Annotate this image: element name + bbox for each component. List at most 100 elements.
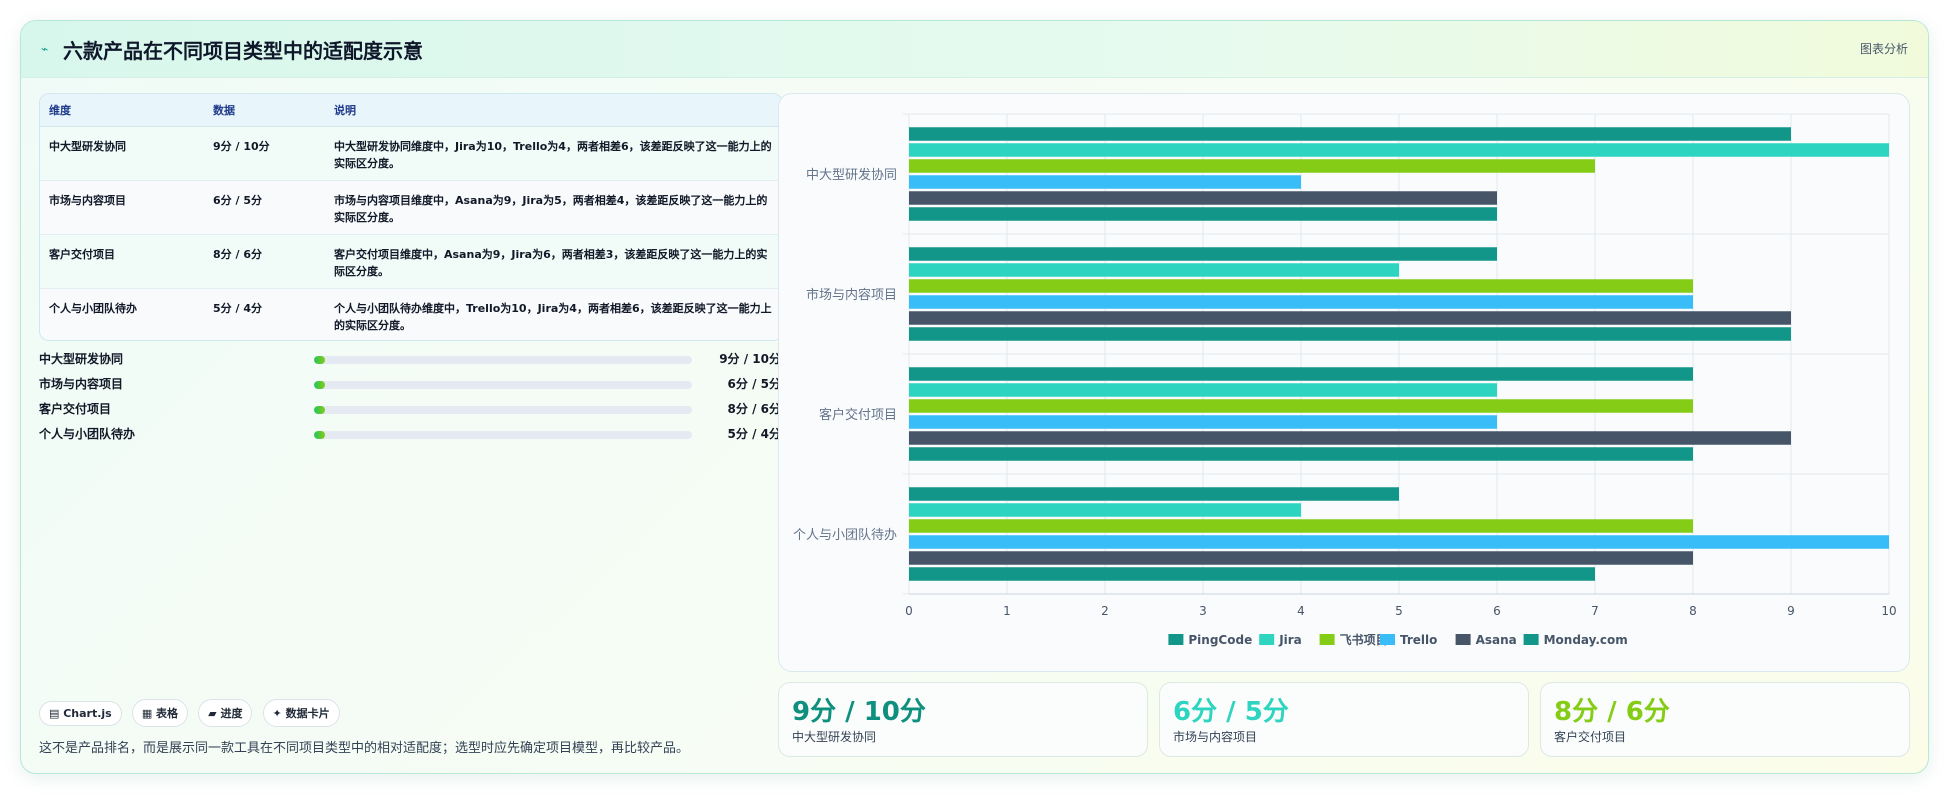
- kpi-label: 中大型研发协同: [792, 730, 877, 744]
- bar: [909, 383, 1497, 397]
- legend-swatch: [1455, 634, 1471, 645]
- bar: [909, 567, 1595, 581]
- table-row: 客户交付项目 8分 / 6分 客户交付项目维度中，Asana为9，Jira为6，…: [40, 234, 782, 289]
- kpi-card: 9分 / 10分 中大型研发协同: [778, 682, 1148, 757]
- cell-dimension: 市场与内容项目: [40, 180, 204, 235]
- progress-row: 市场与内容项目 6分 / 5分: [39, 376, 781, 401]
- legend-label: Trello: [1400, 633, 1437, 647]
- x-tick-label: 1: [1003, 604, 1011, 618]
- bar: [909, 127, 1791, 141]
- cell-dimension: 中大型研发协同: [40, 126, 204, 181]
- legend-label: Asana: [1476, 633, 1517, 647]
- x-tick-label: 4: [1297, 604, 1305, 618]
- chip-progress[interactable]: ▰ 进度: [198, 699, 253, 727]
- legend-label: 飞书项目: [1340, 632, 1388, 647]
- kpi-value: 8分 / 6分: [1554, 697, 1670, 727]
- x-tick-label: 5: [1395, 604, 1403, 618]
- legend-swatch: [1319, 634, 1335, 645]
- table-header-row: 维度 数据 说明: [40, 94, 782, 127]
- bar: [909, 295, 1693, 309]
- y-tick-label: 中大型研发协同: [806, 167, 897, 183]
- progress-label: 中大型研发协同: [39, 352, 124, 366]
- bar: [909, 503, 1301, 517]
- bar: [909, 551, 1693, 565]
- progress-fill: [314, 406, 326, 414]
- bar: [909, 415, 1497, 429]
- y-tick-label: 市场与内容项目: [806, 287, 897, 303]
- cell-data: 9分 / 10分: [204, 126, 325, 181]
- progress-row: 客户交付项目 8分 / 6分: [39, 401, 781, 426]
- bar: [909, 431, 1791, 445]
- progress-label: 个人与小团队待办: [39, 427, 136, 441]
- x-tick-label: 7: [1591, 604, 1599, 618]
- cell-dimension: 个人与小团队待办: [40, 288, 204, 340]
- bar: [909, 263, 1399, 277]
- bar: [909, 399, 1693, 413]
- table-row: 中大型研发协同 9分 / 10分 中大型研发协同维度中，Jira为10，Trel…: [40, 126, 782, 181]
- progress-track: [314, 406, 692, 414]
- progress-row: 个人与小团队待办 5分 / 4分: [39, 426, 781, 451]
- x-tick-label: 0: [905, 604, 913, 618]
- progress-track: [314, 356, 692, 364]
- cell-dimension: 客户交付项目: [40, 234, 204, 289]
- bar: [909, 175, 1301, 189]
- x-tick-label: 9: [1787, 604, 1795, 618]
- progress-label: 市场与内容项目: [39, 377, 124, 391]
- cell-description: 中大型研发协同维度中，Jira为10，Trello为4，两者相差6，该差距反映了…: [325, 126, 782, 181]
- kpi-label: 客户交付项目: [1554, 730, 1627, 744]
- progress-fill: [314, 431, 326, 439]
- panel-title: 六款产品在不同项目类型中的适配度示意: [63, 39, 423, 63]
- feature-chips: ▤ Chart.js ▦ 表格 ▰ 进度 ✦ 数据卡片: [39, 699, 345, 727]
- panel-card: ⌁ 六款产品在不同项目类型中的适配度示意 图表分析 维度 数据 说明 中大型研发…: [20, 20, 1929, 774]
- col-header-dimension: 维度: [40, 94, 204, 127]
- bar: [909, 447, 1693, 461]
- bar: [909, 207, 1497, 221]
- y-tick-label: 个人与小团队待办: [793, 528, 897, 543]
- x-tick-label: 2: [1101, 604, 1109, 618]
- bar: [909, 519, 1693, 533]
- kpi-card: 8分 / 6分 客户交付项目: [1540, 682, 1910, 757]
- progress-fill: [314, 381, 326, 389]
- legend-label: Jira: [1278, 633, 1302, 647]
- legend-swatch: [1523, 634, 1539, 645]
- x-tick-label: 3: [1199, 604, 1207, 618]
- col-header-description: 说明: [325, 94, 782, 127]
- footnote: 这不是产品排名，而是展示同一款工具在不同项目类型中的相对适配度；选型时应先确定项…: [39, 741, 690, 756]
- cell-description: 客户交付项目维度中，Asana为9，Jira为6，两者相差3，该差距反映了这一能…: [325, 234, 782, 289]
- bar-chart-svg: 0 1 2 3 4 5 6 7 8 9 10 中大型研发协同市场与内容项目客户交付项目个人与小团队待办…: [793, 113, 1897, 647]
- bar: [909, 535, 1889, 549]
- cell-data: 8分 / 6分: [204, 234, 325, 289]
- legend-swatch: [1168, 634, 1184, 645]
- x-tick-label: 10: [1881, 604, 1896, 618]
- bar: [909, 143, 1889, 157]
- table-row: 市场与内容项目 6分 / 5分 市场与内容项目维度中，Asana为9，Jira为…: [40, 180, 782, 235]
- table-row: 个人与小团队待办 5分 / 4分 个人与小团队待办维度中，Trello为10，J…: [40, 288, 782, 340]
- panel-header: ⌁ 六款产品在不同项目类型中的适配度示意 图表分析: [21, 21, 1928, 78]
- panel-tag: 图表分析: [1859, 42, 1908, 56]
- bar: [909, 159, 1595, 173]
- progress-track: [314, 381, 692, 389]
- chip-table[interactable]: ▦ 表格: [131, 699, 189, 727]
- progress-value: 8分 / 6分: [727, 402, 781, 416]
- chip-chartjs[interactable]: ▤ Chart.js: [39, 701, 122, 726]
- x-tick-label: 6: [1493, 604, 1501, 618]
- col-header-data: 数据: [204, 94, 325, 127]
- legend-swatch: [1259, 634, 1275, 645]
- progress-list: 中大型研发协同 9分 / 10分 市场与内容项目 6分 / 5分 客户交付项目 …: [39, 351, 781, 451]
- progress-value: 6分 / 5分: [727, 377, 781, 391]
- kpi-label: 市场与内容项目: [1173, 730, 1258, 744]
- progress-label: 客户交付项目: [39, 402, 112, 416]
- data-table: 维度 数据 说明 中大型研发协同 9分 / 10分 中大型研发协同维度中，Jir…: [39, 93, 783, 341]
- y-tick-label: 客户交付项目: [819, 407, 897, 423]
- bar: [909, 487, 1399, 501]
- bar: [909, 367, 1693, 381]
- x-tick-label: 8: [1689, 604, 1697, 618]
- progress-fill: [314, 356, 326, 364]
- chart-line-icon: ⌁: [41, 42, 49, 56]
- bar: [909, 311, 1791, 325]
- legend-swatch: [1380, 634, 1395, 645]
- cell-data: 6分 / 5分: [204, 180, 325, 235]
- kpi-value: 6分 / 5分: [1173, 697, 1289, 727]
- chip-data-cards[interactable]: ✦ 数据卡片: [262, 699, 340, 727]
- legend-label: Monday.com: [1544, 633, 1628, 647]
